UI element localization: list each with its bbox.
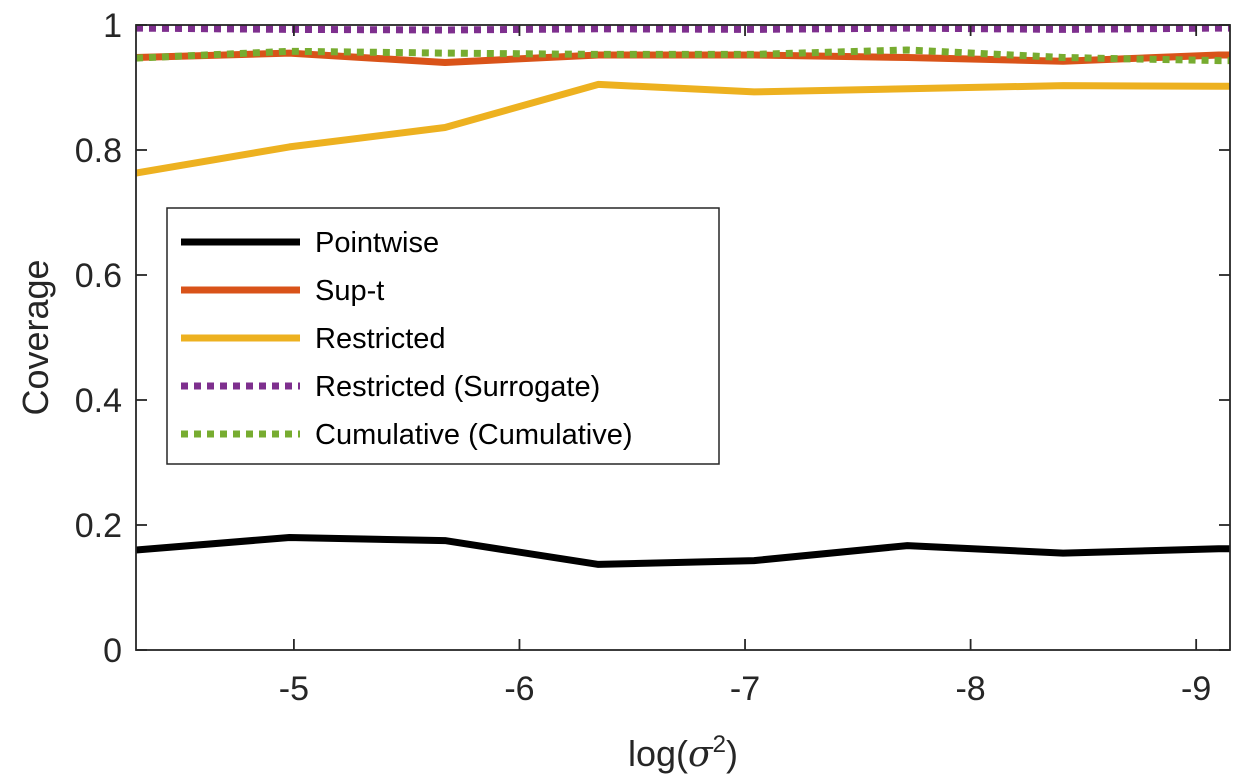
series-line-restricted [136,80,1230,177]
x-axis-title: log(σ2) [628,731,738,775]
legend-label-pointwise: Pointwise [315,227,439,259]
x-tick-label: -9 [1181,670,1211,708]
axes-box [135,24,1231,651]
legend-label-sup-t: Sup-t [315,275,384,307]
y-tick-label: 1 [103,7,122,45]
y-tick-label: 0.6 [75,257,122,295]
x-tick-label: -6 [504,670,534,708]
series-line-restricted-surrogate [136,24,1230,34]
y-tick-label: 0.2 [75,507,122,545]
series-line-pointwise [136,534,1230,568]
series-layer [136,24,1230,568]
y-tick-label: 0.8 [75,132,122,170]
y-tick-label: 0 [103,632,122,670]
series-line-cumulative-cumulative [136,46,1230,65]
y-tick-label: 0.4 [75,382,122,420]
legend-label-restricted-surrogate: Restricted (Surrogate) [315,371,600,403]
y-axis-title: Coverage [15,259,56,415]
x-tick-label: -5 [279,670,309,708]
legend-label-cumulative-cumulative: Cumulative (Cumulative) [315,419,633,451]
legend-label-restricted: Restricted [315,323,446,355]
x-tick-label: -7 [730,670,760,708]
ticks-layer: -5 -6 -7 -8 -9 0 0.2 0.4 0.6 0.8 1 [75,7,1230,708]
x-tick-label: -8 [955,670,985,708]
legend: Pointwise Sup-t Restricted Restricted (Surr… [166,207,720,465]
